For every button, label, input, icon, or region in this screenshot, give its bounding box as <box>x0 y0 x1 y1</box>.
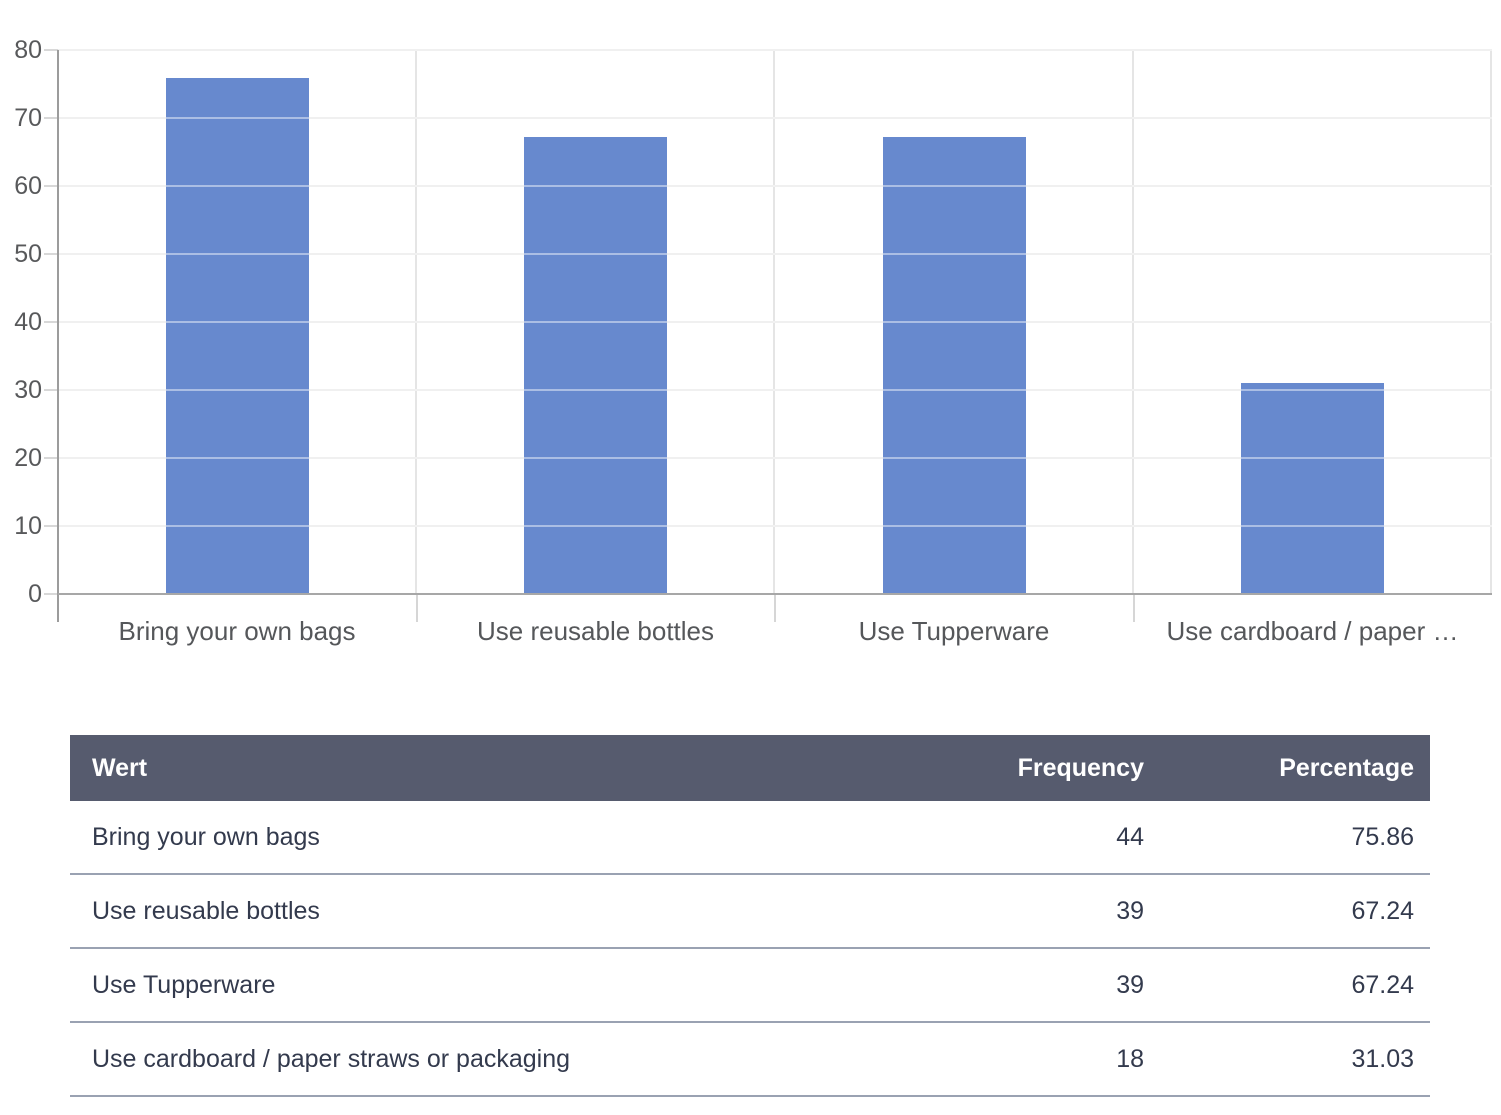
row-frequency: 44 <box>896 801 1160 875</box>
y-tick-30 <box>44 389 58 391</box>
gridline-60 <box>58 185 1492 187</box>
row-percentage: 75.86 <box>1160 801 1430 875</box>
gridline-30 <box>58 389 1492 391</box>
row-percentage: 67.24 <box>1160 948 1430 1023</box>
bar-use-reusable-bottles <box>524 136 668 594</box>
row-frequency: 18 <box>896 1022 1160 1097</box>
bar-use-tupperware <box>882 136 1026 594</box>
y-tick-60 <box>44 185 58 187</box>
row-label: Use cardboard / paper straws or packagin… <box>70 1022 896 1097</box>
gridline-overlay-50 <box>58 253 1492 255</box>
gridline-80 <box>58 49 1492 51</box>
gridline-overlay-70 <box>58 117 1492 119</box>
category-separator <box>1131 50 1134 594</box>
gridline-70 <box>58 117 1492 119</box>
y-tick-label-20: 20 <box>14 444 42 472</box>
bar-use-cardboard-paper <box>1241 383 1385 594</box>
y-tick-10 <box>44 525 58 527</box>
row-frequency: 39 <box>896 948 1160 1023</box>
y-tick-20 <box>44 457 58 459</box>
row-label: Use reusable bottles <box>70 874 896 949</box>
category-separator <box>414 50 417 594</box>
header-percentage: Percentage <box>1279 753 1414 782</box>
chart-plot-area <box>57 49 1492 622</box>
y-tick-label-50: 50 <box>14 240 42 268</box>
y-axis-line <box>57 50 59 622</box>
header-frequency: Frequency <box>1017 753 1144 782</box>
header-wert: Wert <box>92 753 148 782</box>
table-row: Bring your own bags 44 75.86 <box>70 801 1430 875</box>
gridline-overlay-10 <box>58 525 1492 527</box>
category-separator <box>1490 50 1492 594</box>
y-tick-0 <box>44 593 58 595</box>
gridline-40 <box>58 321 1492 323</box>
gridline-50 <box>58 253 1492 255</box>
row-percentage: 31.03 <box>1160 1022 1430 1097</box>
x-tick-label-bring-your-own-bags: Bring your own bags <box>118 616 356 646</box>
row-frequency: 39 <box>896 874 1160 949</box>
gridline-overlay-60 <box>58 185 1492 187</box>
y-tick-50 <box>44 253 58 255</box>
x-tick <box>1132 594 1135 622</box>
x-tick-label-use-tupperware: Use Tupperware <box>858 616 1050 646</box>
y-tick-label-70: 70 <box>14 104 42 132</box>
y-tick-label-60: 60 <box>14 172 42 200</box>
y-tick-label-10: 10 <box>14 512 42 540</box>
table-row: Use cardboard / paper straws or packagin… <box>70 1022 1430 1097</box>
table-header-row: Wert Frequency Percentage <box>70 735 1430 801</box>
row-label: Bring your own bags <box>70 801 896 875</box>
y-tick-label-80: 80 <box>14 36 42 64</box>
row-percentage: 67.24 <box>1160 874 1430 949</box>
gridline-overlay-40 <box>58 321 1492 323</box>
frequency-table: Wert Frequency Percentage Bring your own… <box>70 735 1430 1097</box>
gridline-overlay-20 <box>58 457 1492 459</box>
table-row: Use reusable bottles 39 67.24 <box>70 874 1430 949</box>
row-label: Use Tupperware <box>70 948 896 1023</box>
y-tick-label-0: 0 <box>28 580 42 608</box>
gridline-20 <box>58 457 1492 459</box>
bar-bring-your-own-bags <box>165 78 309 594</box>
x-tick-label-use-cardboard-paper: Use cardboard / paper … <box>1166 616 1459 646</box>
x-tick <box>415 594 418 622</box>
y-tick-40 <box>44 321 58 323</box>
y-tick-label-30: 30 <box>14 376 42 404</box>
table-row: Use Tupperware 39 67.24 <box>70 948 1430 1023</box>
gridline-overlay-80 <box>58 49 1492 51</box>
category-separator <box>773 50 775 594</box>
y-tick-70 <box>44 117 58 119</box>
x-tick-label-use-reusable-bottles: Use reusable bottles <box>476 616 715 646</box>
y-tick-label-40: 40 <box>14 308 42 336</box>
bar-chart: 0 10 20 30 40 50 60 70 80 Bring your own bags Use… <box>14 36 1492 646</box>
x-tick <box>774 594 776 622</box>
x-axis-line <box>58 593 1492 595</box>
y-tick-80 <box>44 49 58 51</box>
gridline-overlay-30 <box>58 389 1492 391</box>
gridline-10 <box>58 525 1492 527</box>
